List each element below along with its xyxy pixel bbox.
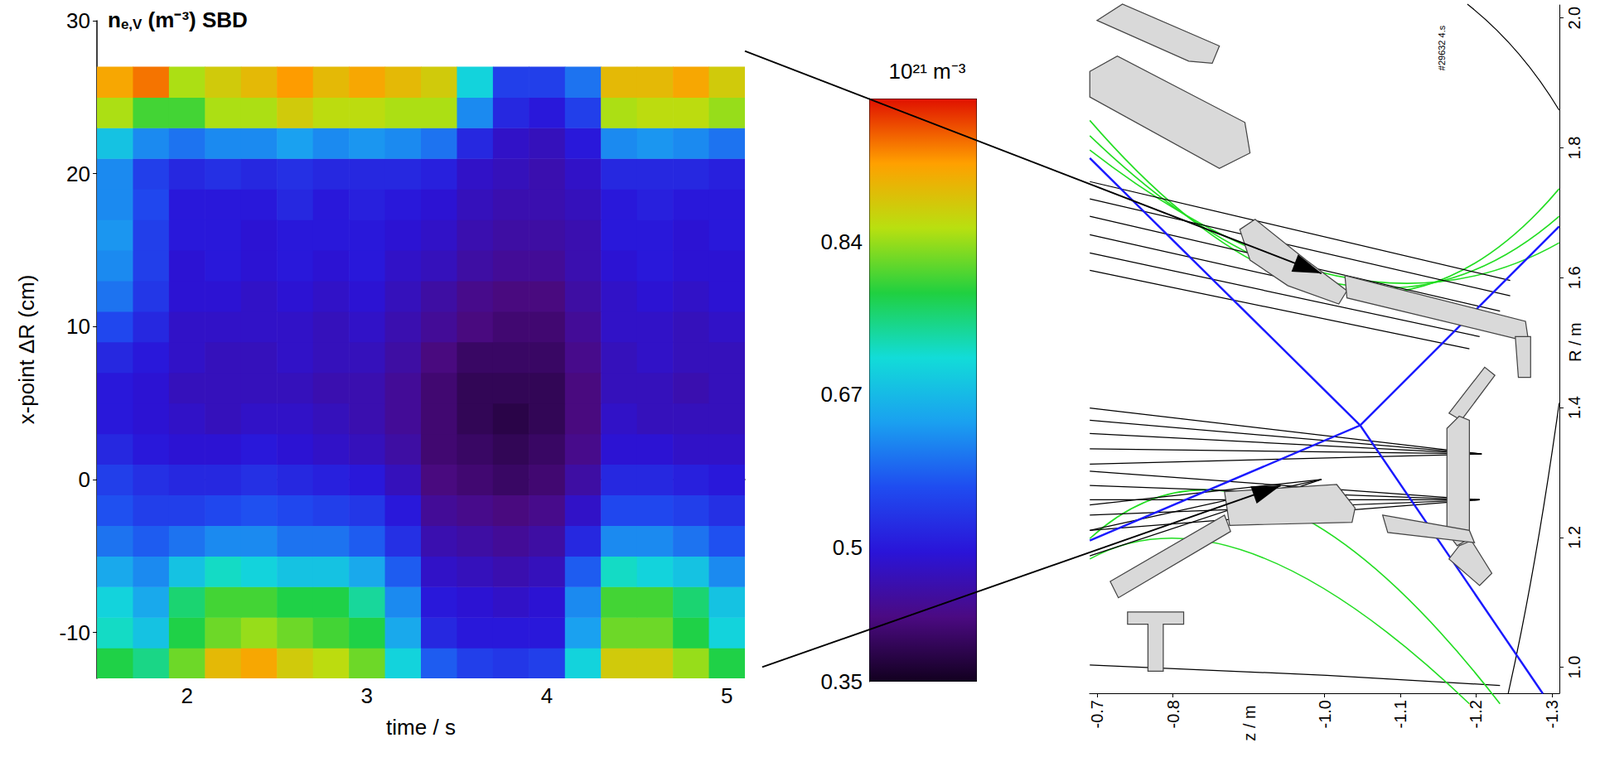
svg-text:x-point ΔR (cm): x-point ΔR (cm) xyxy=(14,275,39,426)
svg-text:#29632 4.s: #29632 4.s xyxy=(1436,24,1447,71)
svg-text:-0.7: -0.7 xyxy=(1087,700,1107,729)
svg-text:1.0: 1.0 xyxy=(1565,656,1584,680)
svg-text:-10: -10 xyxy=(58,620,91,646)
svg-text:10: 10 xyxy=(66,314,91,339)
svg-text:5: 5 xyxy=(720,683,733,709)
svg-text:0.67: 0.67 xyxy=(820,381,863,407)
svg-text:z / m: z / m xyxy=(1240,705,1259,741)
svg-text:1.4: 1.4 xyxy=(1565,396,1584,420)
svg-text:1.2: 1.2 xyxy=(1565,526,1584,550)
svg-text:0.35: 0.35 xyxy=(820,669,863,695)
svg-text:-1.2: -1.2 xyxy=(1466,700,1485,729)
svg-text:20: 20 xyxy=(66,161,91,187)
svg-text:1.6: 1.6 xyxy=(1565,265,1584,290)
svg-text:4: 4 xyxy=(541,683,553,709)
svg-text:-1.1: -1.1 xyxy=(1391,700,1410,729)
svg-text:3: 3 xyxy=(361,683,373,709)
svg-text:-1.0: -1.0 xyxy=(1315,700,1335,729)
svg-text:10²¹ m⁻³: 10²¹ m⁻³ xyxy=(889,58,967,84)
svg-text:n: n xyxy=(107,7,121,33)
svg-text:-0.8: -0.8 xyxy=(1164,700,1183,729)
svg-text:R / m: R / m xyxy=(1566,322,1585,363)
svg-text:1.8: 1.8 xyxy=(1565,136,1584,160)
svg-text:2: 2 xyxy=(180,683,193,709)
svg-text:time / s: time / s xyxy=(386,715,456,740)
svg-text:-1.3: -1.3 xyxy=(1542,700,1562,729)
svg-text:e,V: e,V xyxy=(120,16,143,33)
svg-text:0.5: 0.5 xyxy=(832,535,863,561)
svg-text:30: 30 xyxy=(66,8,91,34)
svg-text:0.84: 0.84 xyxy=(820,229,863,255)
svg-text:(m⁻³) SBD: (m⁻³) SBD xyxy=(141,7,247,33)
svg-text:0: 0 xyxy=(78,467,91,493)
svg-text:2.0: 2.0 xyxy=(1565,6,1584,30)
